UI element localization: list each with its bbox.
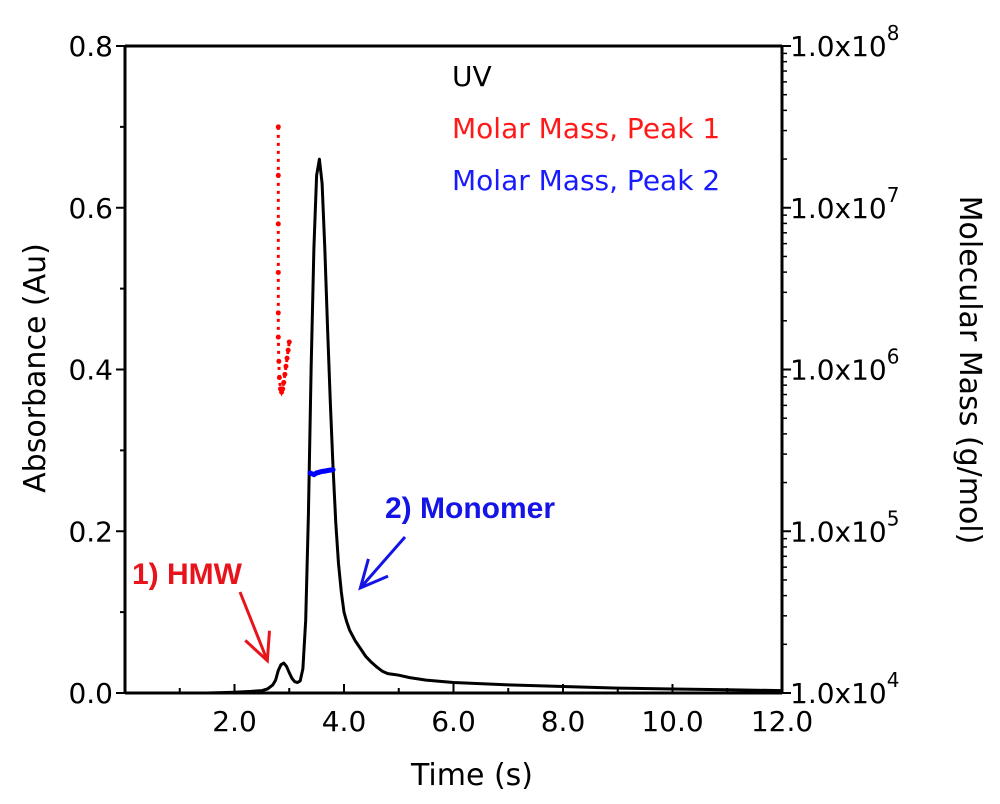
y-right-axis-ticks: 1.0x104 1.0x105 1.0x106 1.0x107 1.0x108	[782, 21, 899, 710]
legend: UV Molar Mass, Peak 1 Molar Mass, Peak 2	[452, 60, 720, 197]
y-left-tick-label: 0.2	[68, 515, 113, 548]
y-right-tick-label: 1.0x108	[790, 21, 899, 63]
y-left-axis-ticks: 0.0 0.2 0.4 0.6 0.8	[68, 30, 125, 710]
y-left-tick-label: 0.8	[68, 30, 113, 63]
annotation-monomer: 2) Monomer	[358, 492, 555, 591]
annotation-monomer-label: 2) Monomer	[385, 492, 555, 525]
arrow-shaft	[238, 591, 269, 662]
x-axis-ticks: 2.0 4.0 6.0 8.0 10.0 12.0	[178, 684, 813, 738]
molar-mass-peak-1-trace	[276, 126, 291, 397]
y-right-axis-title: Molecular Mass (g/mol)	[952, 196, 987, 545]
x-tick-label: 4.0	[322, 705, 367, 738]
y-left-tick-label: 0.6	[68, 192, 113, 225]
arrow-head	[358, 558, 389, 591]
y-left-tick-label: 0.4	[68, 354, 113, 387]
molar-mass-peak-2-series	[307, 467, 336, 478]
molar-mass-peak-2-point	[330, 467, 336, 473]
y-left-axis-title: Absorbance (Au)	[18, 243, 53, 493]
molar-mass-peak-1-series	[275, 124, 292, 397]
annotation-hmw: 1) HMW	[132, 558, 271, 664]
arrow-head	[244, 630, 271, 664]
x-tick-label: 2.0	[212, 705, 257, 738]
y-right-tick-label: 1.0x105	[790, 506, 899, 548]
legend-entry-molar-mass-peak-1: Molar Mass, Peak 1	[452, 112, 720, 145]
x-axis-title: Time (s)	[410, 758, 533, 793]
y-right-tick-label: 1.0x106	[790, 345, 899, 387]
uv-trace	[125, 157, 783, 695]
annotation-hmw-arrow	[238, 591, 271, 664]
molar-mass-peak-1-point	[280, 386, 286, 392]
x-tick-label: 6.0	[431, 705, 476, 738]
legend-entry-molar-mass-peak-2: Molar Mass, Peak 2	[452, 164, 720, 197]
y-right-tick-label: 1.0x104	[790, 668, 899, 710]
molar-mass-peak-2-point	[307, 470, 313, 476]
x-tick-label: 12.0	[751, 705, 813, 738]
arrow-shaft	[359, 536, 407, 589]
y-right-tick-label: 1.0x107	[790, 183, 899, 225]
legend-entry-uv: UV	[452, 60, 492, 93]
x-tick-label: 8.0	[541, 705, 586, 738]
uv-series	[125, 157, 783, 695]
y-left-tick-label: 0.0	[68, 677, 113, 710]
x-tick-label: 10.0	[641, 705, 703, 738]
annotation-hmw-label: 1) HMW	[132, 558, 243, 591]
annotation-monomer-arrow	[358, 536, 407, 591]
